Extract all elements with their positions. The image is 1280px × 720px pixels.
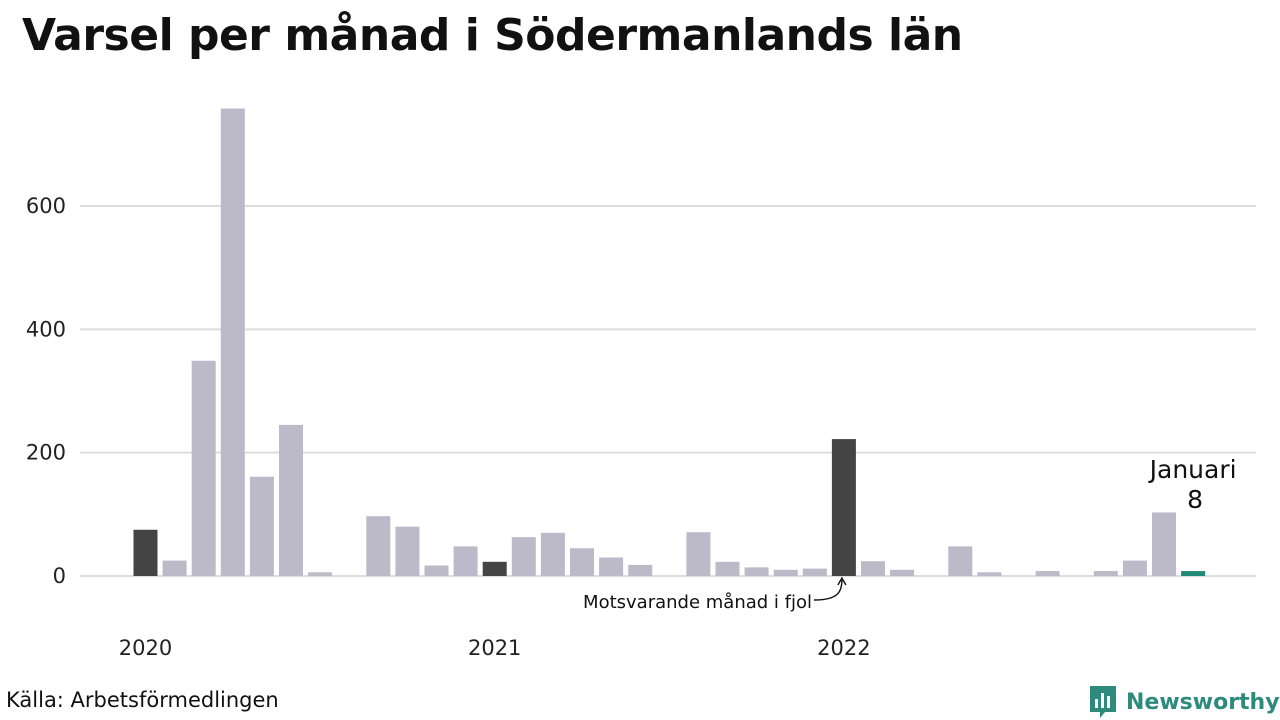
annotation-arrow bbox=[813, 579, 843, 601]
latest-value-label: 8 bbox=[1187, 485, 1203, 514]
bar-2023-01 bbox=[1181, 571, 1206, 576]
y-tick-label: 0 bbox=[53, 564, 66, 588]
bar-2021-11 bbox=[773, 569, 798, 576]
bar-2022-06 bbox=[977, 572, 1002, 576]
bar-2022-08 bbox=[1035, 571, 1060, 576]
source-note: Källa: Arbetsförmedlingen bbox=[6, 688, 279, 712]
bar-2021-10 bbox=[744, 567, 769, 576]
bar-2020-02 bbox=[162, 560, 187, 576]
bar-2020-05 bbox=[249, 476, 274, 576]
chart-title: Varsel per månad i Södermanlands län bbox=[22, 10, 963, 61]
bar-2022-01 bbox=[831, 439, 856, 576]
bar-2020-03 bbox=[191, 360, 216, 576]
bar-2022-02 bbox=[861, 561, 885, 576]
bar-2022-05 bbox=[948, 546, 973, 576]
gridlines bbox=[80, 204, 1256, 577]
bar-2021-02 bbox=[511, 537, 536, 576]
bar-2020-04 bbox=[220, 108, 245, 577]
bar-2021-06 bbox=[628, 564, 653, 576]
bar-2020-06 bbox=[279, 424, 303, 576]
axis-labels: 0 200 400 600 2020 2021 2022 bbox=[26, 194, 871, 660]
bar-2020-07 bbox=[308, 572, 333, 576]
annotation-arrowhead bbox=[837, 576, 847, 586]
bar-2022-10 bbox=[1093, 571, 1118, 576]
bar-2020-01 bbox=[133, 529, 158, 576]
y-tick-label: 200 bbox=[26, 441, 66, 465]
brand-name: Newsworthy bbox=[1126, 689, 1280, 715]
x-year-label: 2021 bbox=[468, 636, 521, 660]
bar-2020-12 bbox=[453, 546, 478, 576]
bar-2021-12 bbox=[802, 568, 827, 576]
bar-2022-12 bbox=[1152, 512, 1176, 576]
y-tick-label: 400 bbox=[26, 317, 66, 341]
bar-2022-11 bbox=[1122, 560, 1147, 576]
annotation-text: Motsvarande månad i fjol bbox=[583, 592, 812, 613]
y-tick-label: 600 bbox=[26, 194, 66, 218]
bars bbox=[133, 108, 1206, 577]
newsworthy-logo-icon bbox=[1090, 686, 1116, 718]
bar-2021-01 bbox=[482, 561, 507, 576]
x-year-label: 2022 bbox=[817, 636, 870, 660]
bar-2020-10 bbox=[395, 526, 420, 576]
bar-2021-09 bbox=[715, 561, 740, 576]
bar-2021-04 bbox=[570, 548, 594, 576]
bar-2021-03 bbox=[540, 532, 565, 576]
bar-2020-09 bbox=[366, 516, 391, 576]
x-year-label: 2020 bbox=[119, 636, 172, 660]
bar-2022-03 bbox=[890, 569, 915, 576]
bar-chart: 0 200 400 600 2020 2021 2022 Motsvarande månad… bbox=[26, 108, 1256, 660]
bar-2020-11 bbox=[424, 565, 449, 576]
bar-2021-05 bbox=[599, 557, 624, 576]
brand-logo[interactable]: Newsworthy bbox=[1088, 684, 1280, 720]
latest-month-label: Januari bbox=[1148, 455, 1237, 484]
bar-2021-08 bbox=[686, 532, 711, 576]
